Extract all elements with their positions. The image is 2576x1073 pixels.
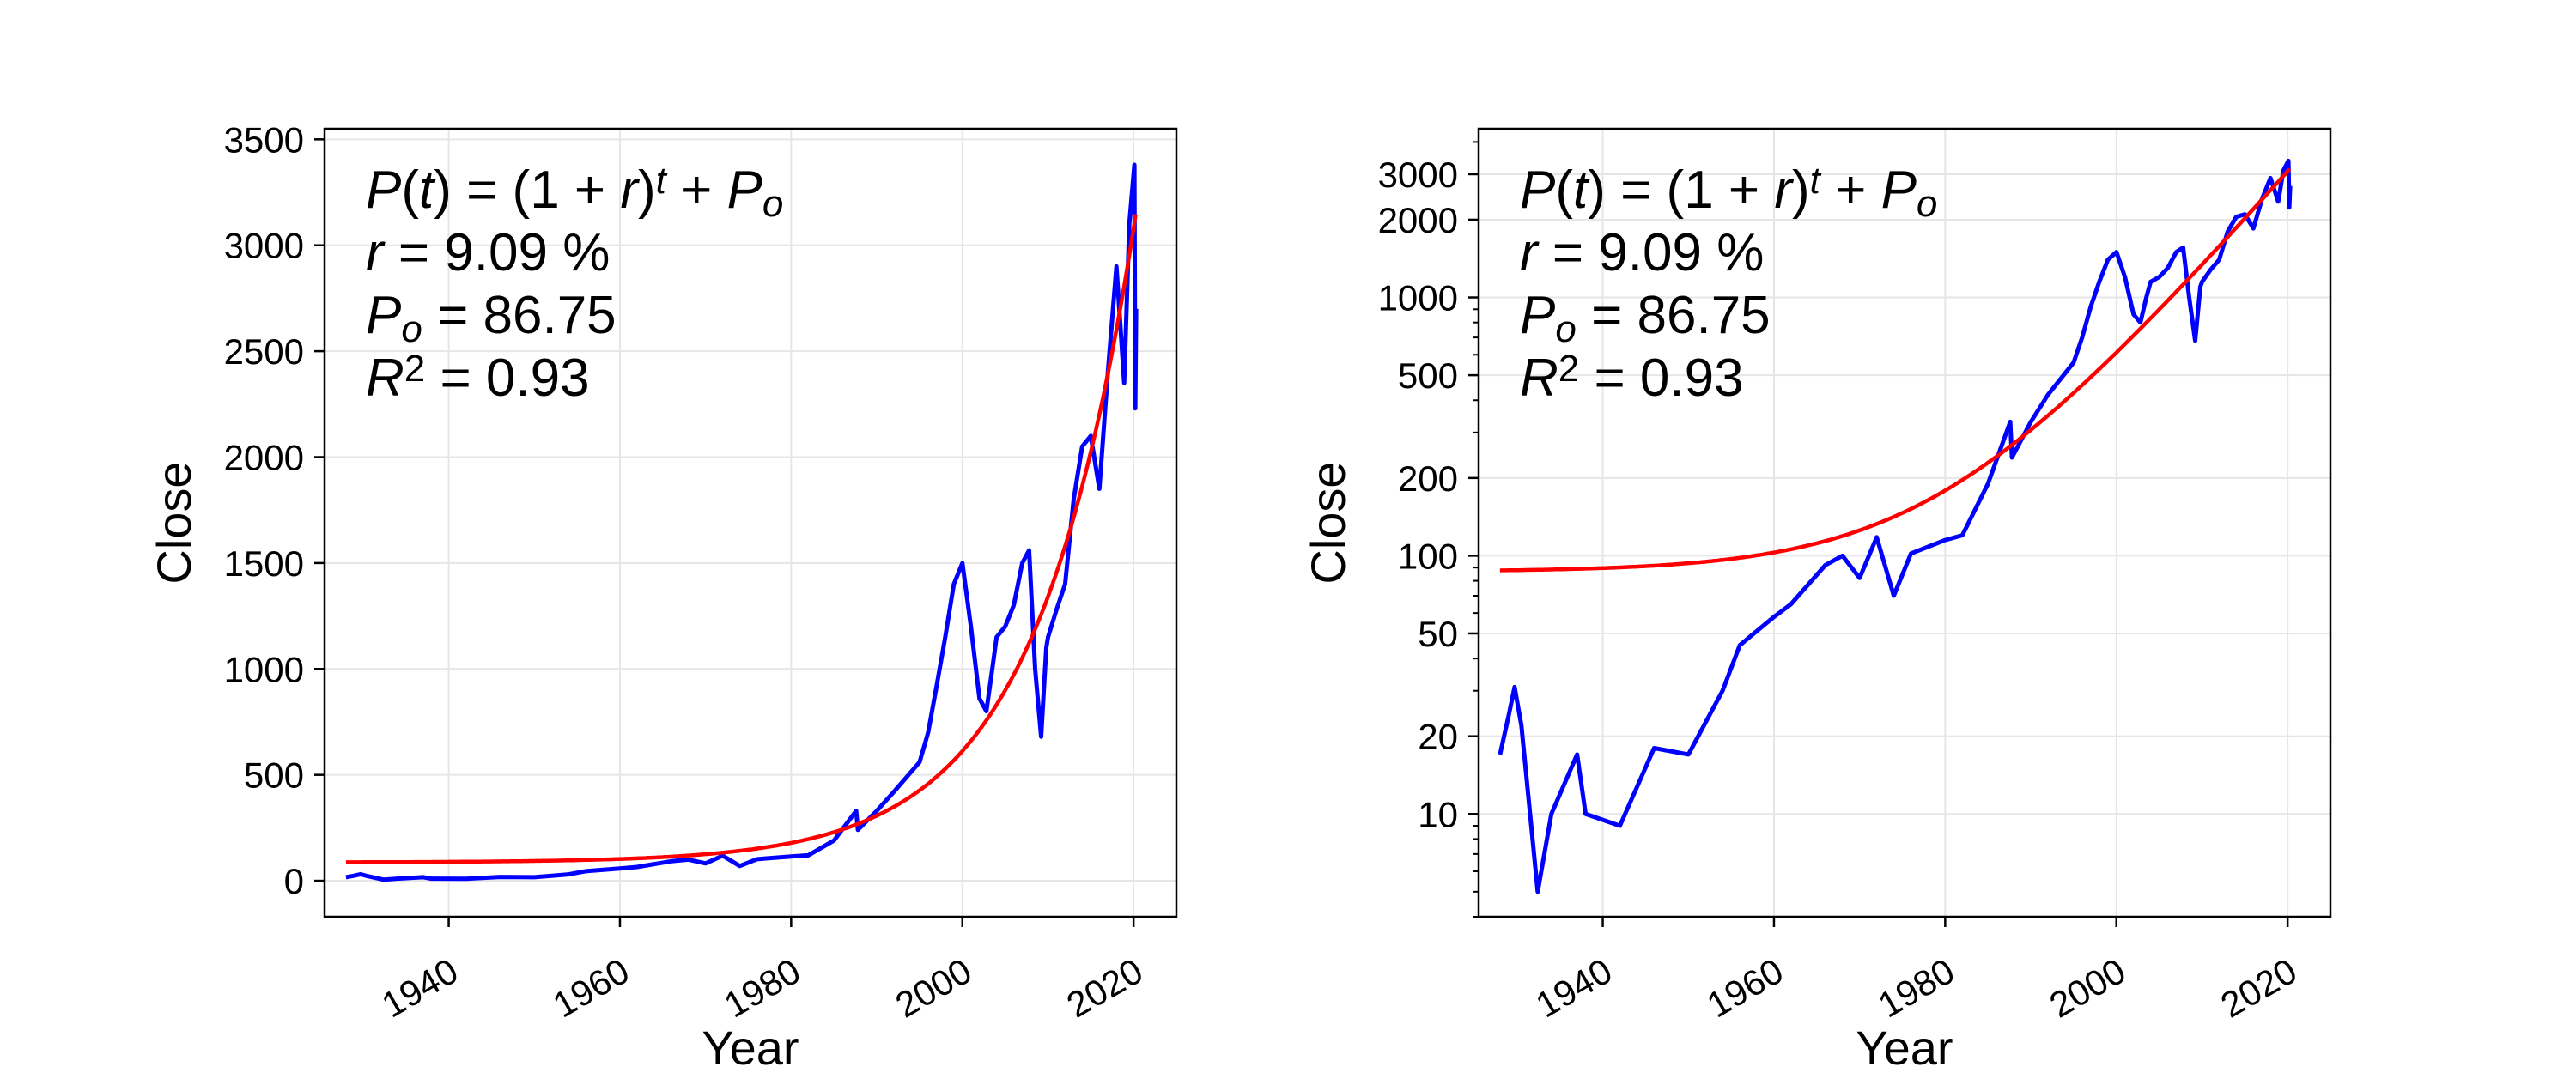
y-tick-label: 1000: [224, 649, 304, 689]
y-tick-label: 1500: [224, 543, 304, 584]
y-tick-label: 2000: [224, 438, 304, 478]
rate-annotation: r = 9.09 %: [366, 223, 610, 282]
price-series-line: [1498, 158, 2293, 894]
y-tick-label: 500: [1398, 355, 1458, 396]
x-tick-label: 2000: [889, 950, 978, 1025]
r-squared-annotation: R2 = 0.93: [366, 348, 590, 408]
x-tick-label: 1980: [1871, 950, 1960, 1025]
y-tick-label: 200: [1398, 458, 1458, 499]
x-tick-label: 2000: [2043, 950, 2132, 1025]
linear-scale-chart: 1940 1960 1980 2000 2020 0 500 1000 1500 2000 2500…: [147, 119, 1178, 1073]
offset-annotation: Po = 86.75: [1520, 286, 1771, 350]
y-tick-label: 0: [284, 861, 304, 901]
y-axis-label: Close: [1301, 461, 1355, 584]
price-series-line: [345, 162, 1139, 882]
y-tick-label: 2500: [224, 331, 304, 372]
offset-annotation: Po = 86.75: [366, 286, 617, 350]
x-tick-label: 1940: [375, 950, 465, 1025]
y-tick-label: 3000: [1378, 155, 1458, 195]
x-tick-label: 2020: [1060, 950, 1149, 1025]
y-axis-label: Close: [147, 461, 201, 584]
log-scale-chart: 1940 1960 1980 2000 2020 10 20 50 100 200 500 1000 2…: [1301, 127, 2332, 1073]
y-tick-label: 20: [1418, 717, 1458, 757]
y-tick-label: 100: [1398, 536, 1458, 576]
y-tick-label: 10: [1418, 794, 1458, 834]
axes-frame: [323, 127, 1178, 918]
r-squared-annotation: R2 = 0.93: [1520, 348, 1744, 408]
formula-annotation: P(t) = (1 + r)t + Po: [1520, 160, 1937, 224]
y-tick-label: 500: [244, 755, 304, 796]
fit-curve: [1499, 167, 2292, 573]
y-tick-label: 3500: [224, 119, 304, 160]
y-tick-label: 3000: [224, 226, 304, 266]
x-tick-label: 2020: [2214, 950, 2303, 1025]
fit-curve: [345, 214, 1138, 864]
y-tick-label: 1000: [1378, 278, 1458, 318]
rate-annotation: r = 9.09 %: [1520, 223, 1764, 282]
formula-annotation: P(t) = (1 + r)t + Po: [366, 160, 783, 224]
x-axis-label: Year: [1856, 1021, 1953, 1073]
y-tick-label: 50: [1418, 614, 1458, 654]
x-tick-label: 1980: [717, 950, 806, 1025]
axes-frame: [1477, 127, 2332, 918]
x-tick-label: 1960: [546, 950, 635, 1025]
y-tick-label: 2000: [1378, 200, 1458, 240]
x-axis-label: Year: [702, 1021, 799, 1073]
x-tick-label: 1940: [1529, 950, 1619, 1025]
x-tick-label: 1960: [1700, 950, 1789, 1025]
